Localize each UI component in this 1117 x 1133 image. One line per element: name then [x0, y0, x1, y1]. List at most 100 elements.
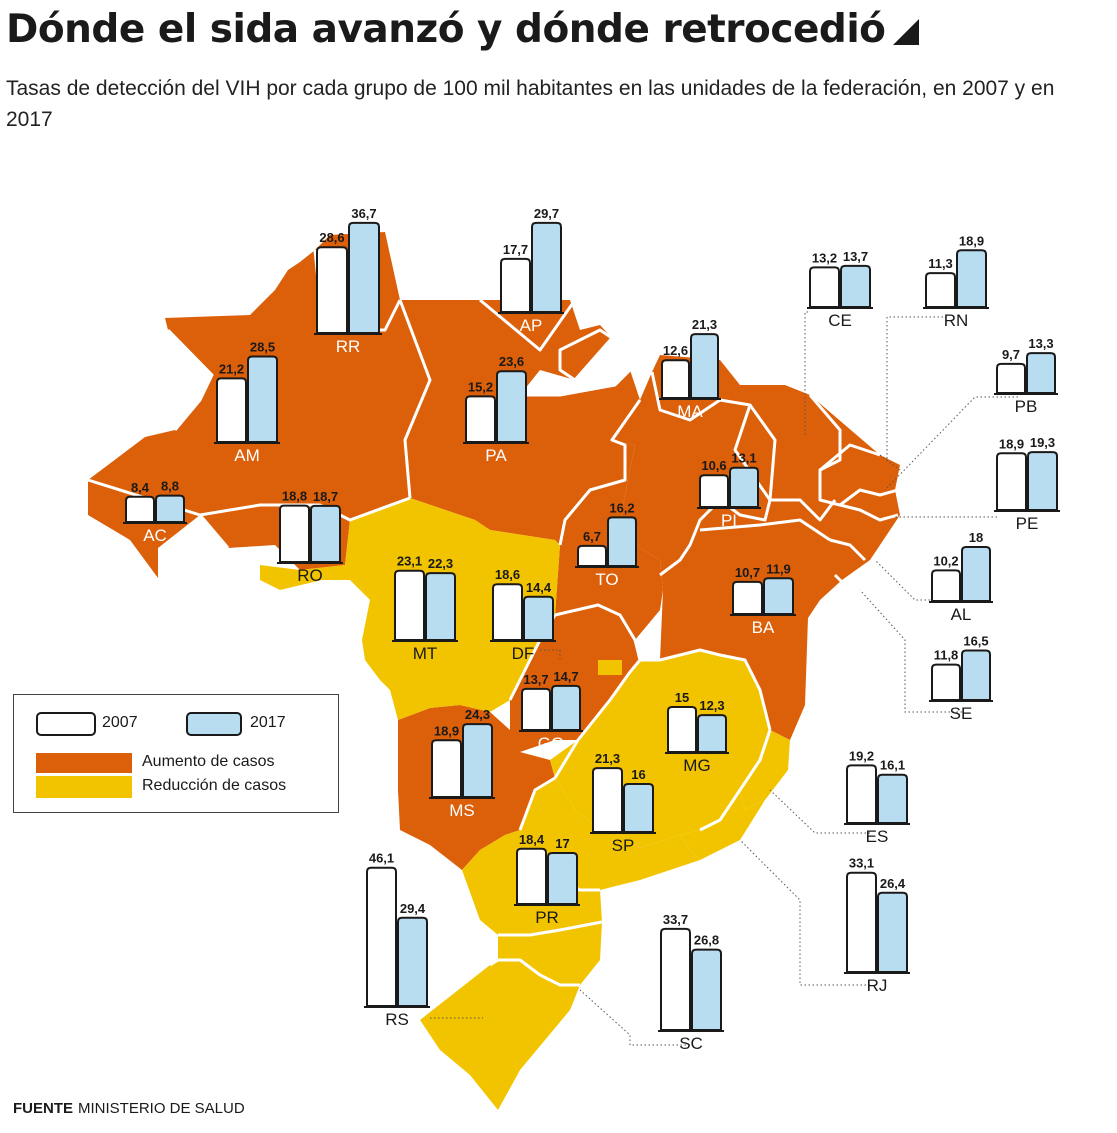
state-border: [479, 298, 577, 352]
value-label-2017-sc: 26,8: [694, 933, 719, 948]
bar-2017-es: [877, 773, 908, 824]
leader-line: [804, 311, 808, 435]
state-border: [558, 328, 614, 382]
state-border: [518, 776, 556, 831]
leader-line: [874, 559, 962, 601]
bar-2007-ce: [809, 266, 840, 308]
state-border: [808, 394, 899, 507]
bar-group-al: 10,2 18 AL: [929, 530, 993, 624]
bar-group-ba: 10,7 11,9 BA: [730, 561, 796, 637]
state-code-ac: AC: [143, 526, 167, 545]
state-code-pr: PR: [535, 908, 559, 927]
bar-2017-to: [607, 516, 637, 567]
state-border: [554, 603, 642, 661]
legend: 2007 2017 Aumento de casos Reducción de …: [13, 694, 339, 813]
value-label-2017-rs: 29,4: [400, 901, 426, 916]
bar-2007-es: [846, 764, 877, 824]
state-border: [699, 518, 831, 542]
bar-2017-pb: [1026, 352, 1056, 394]
value-label-2007-rr: 28,6: [319, 230, 344, 245]
state-code-pi: PI: [721, 511, 737, 530]
bar-2007-se: [931, 663, 961, 701]
value-label-2017-df: 14,4: [526, 580, 552, 595]
bar-group-mg: 15 12,3 MG: [665, 690, 729, 775]
bar-2007-pi: [699, 474, 729, 508]
bar-group-rn: 11,3 18,9 RN: [923, 233, 989, 330]
bar-group-pi: 10,6 13,1 PI: [697, 451, 761, 530]
value-label-2017-al: 18: [969, 530, 983, 545]
state-code-pb: PB: [1015, 397, 1038, 416]
state-code-ms: MS: [449, 801, 475, 820]
value-label-2017-ro: 18,7: [313, 489, 338, 504]
state-border: [699, 789, 742, 832]
source-note: FUENTE MINISTERIO DE SALUD: [13, 1100, 245, 1117]
value-label-2007-go: 13,7: [523, 672, 548, 687]
value-label-2007-ce: 13,2: [812, 250, 837, 265]
state-code-to: TO: [595, 570, 618, 589]
bar-2007-rs: [366, 866, 397, 1007]
region-layer: [88, 232, 900, 1110]
bar-group-df: 18,6 14,4 DF: [490, 567, 556, 663]
legend-decrease-label: Reducción de casos: [142, 777, 287, 794]
bar-2017-df: [523, 595, 554, 641]
state-code-se: SE: [950, 704, 973, 723]
value-label-2007-sc: 33,7: [663, 912, 688, 927]
state-border: [829, 538, 867, 562]
value-label-2017-pi: 13,1: [731, 451, 756, 466]
bar-2017-pa: [496, 370, 527, 443]
bar-group-sc: 33,7 26,8 SC: [658, 912, 724, 1053]
bar-group-ro: 18,8 18,7 RO: [277, 489, 343, 585]
state-code-ma: MA: [677, 402, 703, 421]
bar-charts: 28,6 36,7 RR 17,7 29,7 AP 21,2 28,5 AM 15,2 23,6 PA…: [123, 206, 1060, 1053]
leader-line: [540, 649, 561, 660]
bar-2017-ac: [155, 494, 185, 523]
value-label-2017-rn: 18,9: [959, 233, 984, 248]
leader-line: [886, 316, 943, 460]
bar-group-pe: 18,9 19,3 PE: [994, 435, 1060, 533]
bar-2007-rr: [316, 246, 348, 334]
bar-2007-ms: [431, 739, 462, 798]
state-code-mt: MT: [413, 644, 438, 663]
state-code-sc: SC: [679, 1034, 703, 1053]
bar-group-ma: 12,6 21,3 MA: [659, 317, 721, 421]
bar-2007-pb: [996, 362, 1026, 394]
state-border: [398, 299, 432, 499]
value-label-2017-to: 16,2: [609, 500, 634, 515]
bar-group-ce: 13,2 13,7 CE: [807, 249, 873, 330]
bar-group-rj: 33,1 26,4 RJ: [844, 856, 910, 995]
state-code-rs: RS: [385, 1010, 409, 1029]
bar-2017-ba: [763, 577, 794, 615]
leader-line: [879, 454, 901, 471]
bar-2007-ap: [500, 257, 531, 313]
value-label-2007-rs: 46,1: [369, 851, 394, 866]
state-border: [520, 368, 632, 397]
bar-group-rs: 46,1 29,4 RS: [364, 851, 430, 1029]
state-code-rn: RN: [944, 311, 969, 330]
state-code-pe: PE: [1016, 514, 1039, 533]
bar-group-pa: 15,2 23,6 PA: [463, 354, 529, 465]
value-label-2007-pi: 10,6: [701, 458, 726, 473]
state-border: [819, 443, 881, 472]
bar-2007-sc: [660, 927, 691, 1031]
state-code-ba: BA: [752, 618, 775, 637]
legend-2017-label: 2017: [250, 714, 286, 731]
state-code-ap: AP: [520, 316, 543, 335]
bar-2017-ms: [462, 723, 493, 798]
region-northeast: [610, 355, 900, 740]
state-border: [553, 671, 632, 779]
bar-2017-pi: [729, 466, 759, 508]
bar-2007-mg: [667, 706, 697, 753]
state-border: [839, 503, 899, 522]
state-code-mg: MG: [683, 756, 710, 775]
legend-2007-label: 2007: [102, 714, 138, 731]
bar-2017-sp: [623, 783, 654, 833]
bar-2007-ba: [732, 580, 763, 615]
legend-decrease-swatch: [36, 776, 132, 798]
leader-line: [859, 589, 962, 713]
state-border: [498, 920, 603, 937]
bar-2007-df: [492, 583, 523, 641]
region-rs: [420, 960, 580, 1110]
bar-group-ms: 18,9 24,3 MS: [429, 707, 495, 820]
bar-2017-se: [961, 649, 991, 701]
state-code-am: AM: [234, 446, 260, 465]
